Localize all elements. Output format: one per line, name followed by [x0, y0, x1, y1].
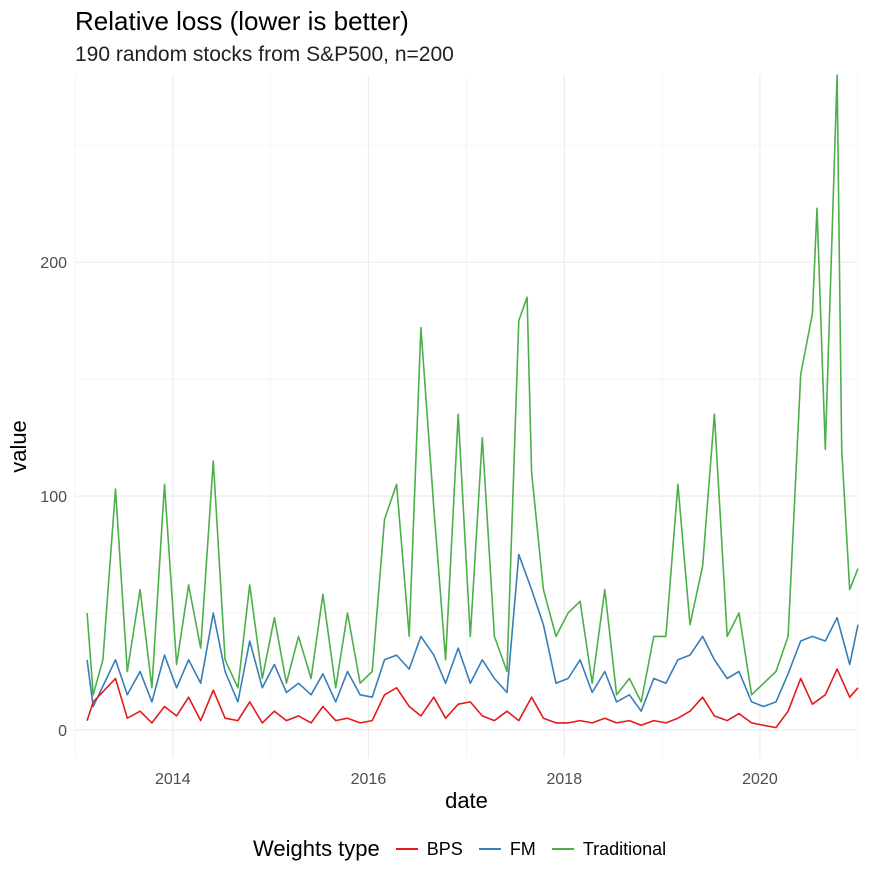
x-tick-label: 2018 [547, 771, 583, 788]
chart-title: Relative loss (lower is better) [75, 6, 409, 36]
legend: Weights type BPS FM Traditional [253, 833, 682, 865]
series-line-bps [86, 668, 859, 729]
legend-label-traditional: Traditional [582, 838, 667, 859]
legend-swatch-fm [478, 848, 501, 850]
legend-label-bps: BPS [426, 838, 463, 859]
grid-lines [74, 75, 859, 758]
y-tick-label: 0 [58, 723, 67, 740]
x-tick-label: 2014 [155, 771, 191, 788]
chart-subtitle: 190 random stocks from S&P500, n=200 [75, 43, 454, 66]
series-lines [86, 74, 859, 729]
y-axis-title: value [6, 420, 31, 473]
legend-item-bps: BPS [395, 838, 463, 860]
legend-title: Weights type [253, 836, 380, 861]
legend-label-fm: FM [509, 838, 536, 859]
x-tick-label: 2016 [351, 771, 387, 788]
y-tick-label: 200 [40, 255, 67, 272]
series-line-fm [86, 553, 859, 713]
x-axis-title: date [445, 788, 488, 813]
x-tick-labels: 2014 2016 2018 2020 [155, 771, 778, 788]
series-line-traditional [86, 74, 859, 703]
legend-item-traditional: Traditional [551, 838, 667, 860]
legend-swatch-traditional [551, 848, 574, 850]
y-tick-labels: 0 100 200 [40, 255, 67, 740]
legend-swatch-bps [395, 848, 418, 850]
legend-item-fm: FM [478, 838, 536, 860]
x-tick-label: 2020 [742, 771, 778, 788]
y-tick-label: 100 [40, 489, 67, 506]
